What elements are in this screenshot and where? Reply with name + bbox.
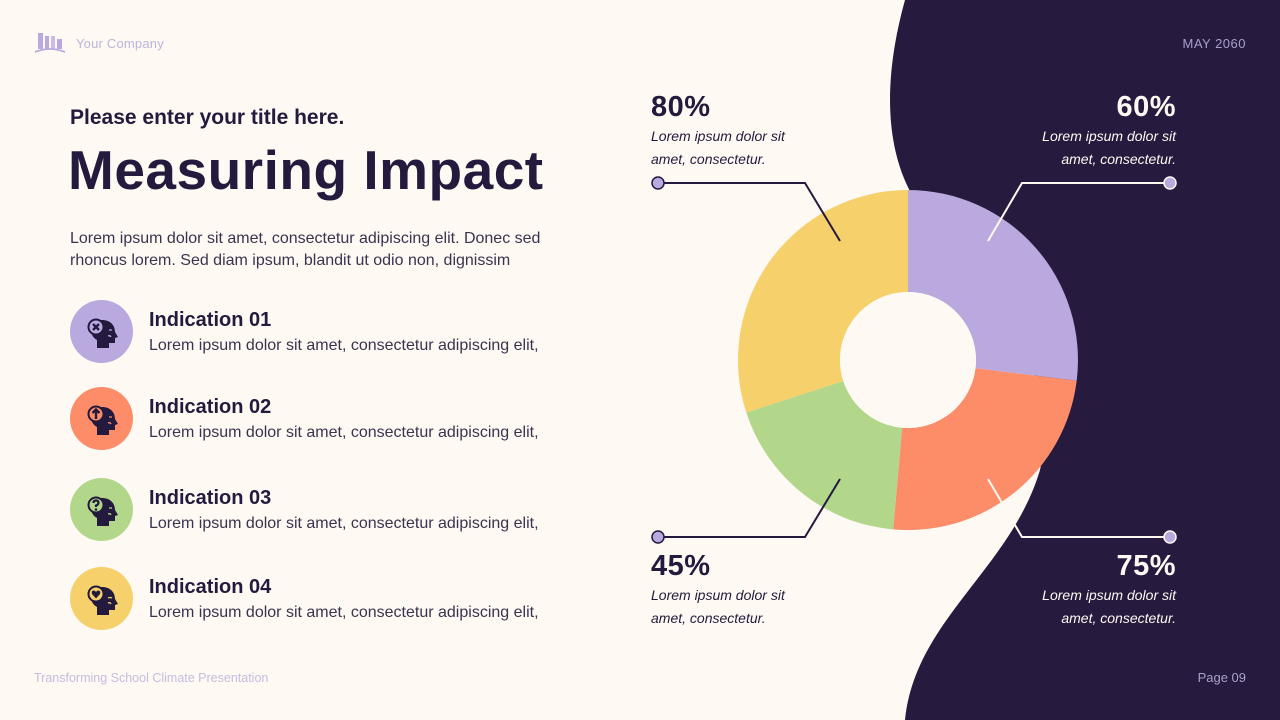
indication-item-03: Indication 03 Lorem ipsum dolor sit amet… [70, 478, 539, 541]
slide-subtitle: Please enter your title here. [70, 106, 345, 129]
leader-line-60 [987, 182, 1170, 242]
indication-title: Indication 01 [149, 308, 272, 331]
leader-dot-75 [1163, 530, 1177, 544]
stat-callout-75: 75% Lorem ipsum dolor sit amet, consecte… [996, 550, 1176, 629]
stat-description-line2: amet, consectetur. [651, 151, 766, 167]
segment-purple[interactable] [908, 190, 1078, 381]
indication-item-04: Indication 04 Lorem ipsum dolor sit amet… [70, 567, 539, 630]
stat-callout-80: 80% Lorem ipsum dolor sit amet, consecte… [651, 91, 831, 170]
segment-yellow[interactable] [737, 190, 908, 413]
leader-line-75 [987, 478, 1170, 538]
stat-description-line2: amet, consectetur. [651, 610, 766, 626]
company-name: Your Company [76, 35, 164, 51]
head-with-heart-icon [70, 567, 133, 630]
donut-segments [737, 190, 1078, 531]
leader-line-45 [658, 478, 841, 538]
stat-description-line1: Lorem ipsum dolor sit [651, 587, 785, 603]
indication-description: Lorem ipsum dolor sit amet, consectetur … [149, 603, 539, 621]
stat-description-line1: Lorem ipsum dolor sit [651, 128, 785, 144]
stat-callout-45: 45% Lorem ipsum dolor sit amet, consecte… [651, 550, 831, 629]
slide-title: Measuring Impact [68, 139, 544, 201]
indication-title: Indication 02 [149, 395, 272, 418]
indication-description: Lorem ipsum dolor sit amet, consectetur … [149, 514, 539, 532]
stat-value: 80% [651, 91, 711, 123]
intro-paragraph: Lorem ipsum dolor sit amet, consectetur … [70, 230, 541, 269]
stat-description-line1: Lorem ipsum dolor sit [1042, 128, 1176, 144]
building-columns-icon [34, 33, 66, 53]
stat-value: 60% [1116, 91, 1176, 123]
segment-orange[interactable] [893, 368, 1077, 531]
leader-dots [651, 176, 1177, 544]
page-number: Page 09 [1197, 670, 1246, 685]
leader-dot-45 [651, 530, 665, 544]
segment-green[interactable] [746, 381, 903, 530]
head-with-question-icon [70, 478, 133, 541]
stat-callout-60: 60% Lorem ipsum dolor sit amet, consecte… [996, 91, 1176, 170]
head-with-x-icon [70, 300, 133, 363]
indication-title: Indication 04 [149, 575, 272, 598]
presentation-name: Transforming School Climate Presentation [34, 671, 269, 685]
indication-item-01: Indication 01 Lorem ipsum dolor sit amet… [70, 300, 539, 363]
stat-value: 75% [1116, 550, 1176, 582]
stat-description-line2: amet, consectetur. [1061, 610, 1176, 626]
leader-dot-60 [1163, 176, 1177, 190]
indication-description: Lorem ipsum dolor sit amet, consectetur … [149, 336, 539, 354]
stat-value: 45% [651, 550, 711, 582]
indication-title: Indication 03 [149, 486, 272, 509]
leader-line-80 [658, 182, 841, 242]
leader-dot-80 [651, 176, 665, 190]
stat-description-line2: amet, consectetur. [1061, 151, 1176, 167]
head-with-arrow-up-icon [70, 387, 133, 450]
indication-item-02: Indication 02 Lorem ipsum dolor sit amet… [70, 387, 539, 450]
company-brand: Your Company [34, 31, 164, 55]
leader-lines [658, 182, 1170, 538]
indication-description: Lorem ipsum dolor sit amet, consectetur … [149, 423, 539, 441]
donut-hole [840, 292, 976, 428]
stat-description-line1: Lorem ipsum dolor sit [1042, 587, 1176, 603]
presentation-date: MAY 2060 [1182, 36, 1246, 51]
